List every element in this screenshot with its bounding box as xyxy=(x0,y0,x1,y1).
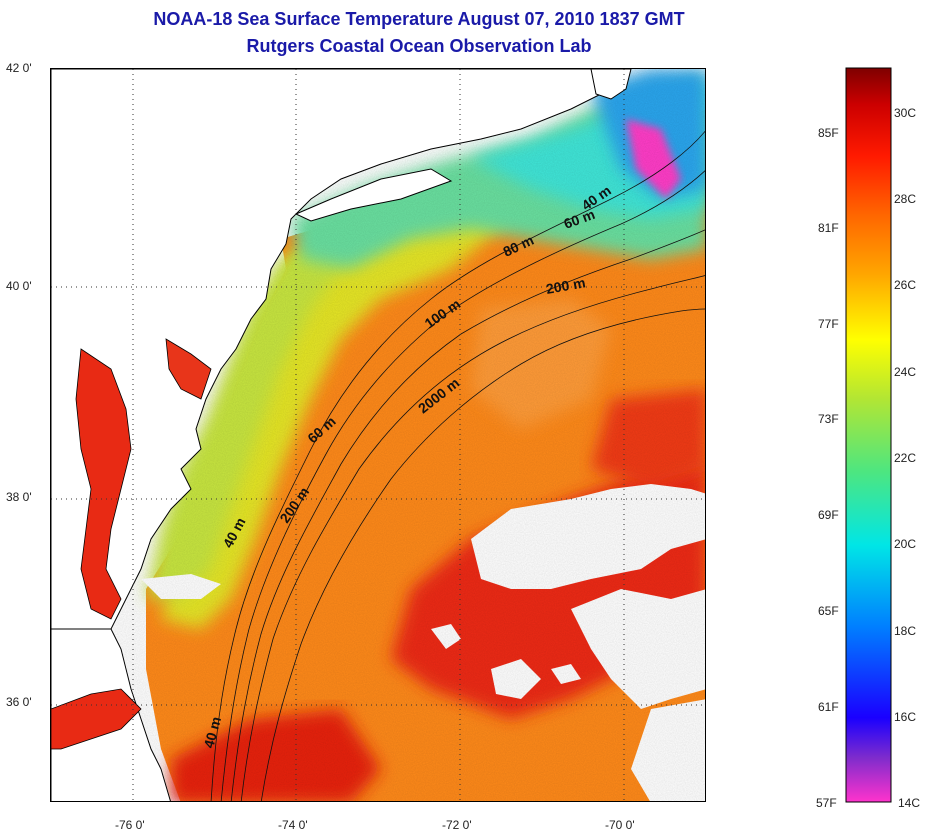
sst-map[interactable]: 40 m 60 m 80 m 200 m 100 m 2000 m 60 m 2… xyxy=(50,68,706,802)
cb-f-61: 61F xyxy=(818,700,839,714)
lon-label-76: -76 0' xyxy=(115,818,145,832)
lon-label-70: -70 0' xyxy=(605,818,635,832)
lat-label-42: 42 0' xyxy=(6,61,32,75)
cb-f-81: 81F xyxy=(818,221,839,235)
colorbar xyxy=(845,67,892,803)
lat-label-40: 40 0' xyxy=(6,279,32,293)
contour-label-40m-s: 40 m xyxy=(200,715,224,750)
cb-c-26: 26C xyxy=(894,278,917,292)
chesapeake-bay xyxy=(51,338,212,750)
cb-c-20: 20C xyxy=(894,537,917,551)
cb-c-30: 30C xyxy=(894,106,917,120)
map-subtitle: Rutgers Coastal Ocean Observation Lab xyxy=(246,36,592,56)
lon-label-74: -74 0' xyxy=(278,818,308,832)
land xyxy=(51,69,632,801)
cb-f-65: 65F xyxy=(818,604,839,618)
map-title: NOAA-18 Sea Surface Temperature August 0… xyxy=(153,9,685,29)
cb-f-73: 73F xyxy=(818,412,839,426)
cb-c-22: 22C xyxy=(894,451,917,465)
lat-label-38: 38 0' xyxy=(6,490,32,504)
bathymetry-contours xyxy=(210,130,705,801)
cb-c-28: 28C xyxy=(894,192,917,206)
sst-map-canvas: 40 m 60 m 80 m 200 m 100 m 2000 m 60 m 2… xyxy=(51,69,705,801)
cb-f-85: 85F xyxy=(818,126,839,140)
cb-c-18: 18C xyxy=(894,624,917,638)
cb-c-14: 14C xyxy=(898,796,921,810)
contour-label-200m-n: 200 m xyxy=(545,274,587,297)
cb-f-77: 77F xyxy=(818,317,839,331)
cb-c-24: 24C xyxy=(894,365,917,379)
lat-label-36: 36 0' xyxy=(6,695,32,709)
colorbar-ramp xyxy=(845,67,892,803)
cb-c-16: 16C xyxy=(894,710,917,724)
cb-f-57: 57F xyxy=(816,796,837,810)
cb-f-69: 69F xyxy=(818,508,839,522)
lon-label-72: -72 0' xyxy=(442,818,472,832)
